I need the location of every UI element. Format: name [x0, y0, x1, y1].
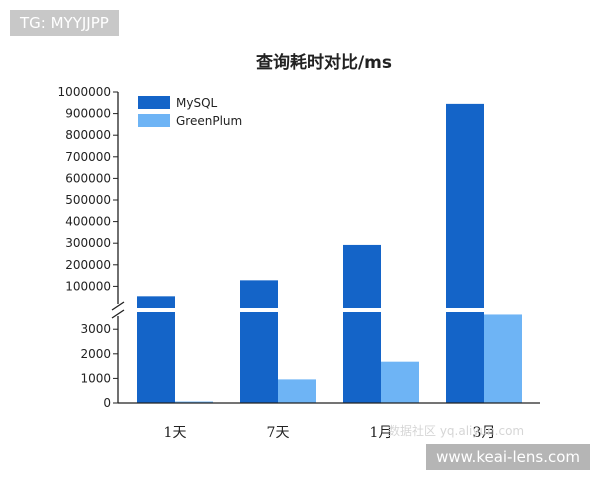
axis-break-gap: [126, 308, 548, 312]
legend-label-mysql: MySQL: [176, 96, 218, 110]
bar-mysql-2-lower: [343, 312, 381, 403]
bar-mysql-0-upper: [137, 296, 175, 308]
y-tick-label-upper-600000: 600000: [65, 171, 111, 185]
y-tick-label-upper-200000: 200000: [65, 258, 111, 272]
y-tick-label-lower-3000: 3000: [80, 322, 111, 336]
x-tick-label-1: 7天: [267, 425, 290, 441]
bar-mysql-1-lower: [240, 312, 278, 403]
x-tick-label-2: 1月: [370, 425, 393, 441]
y-tick-label-upper-900000: 900000: [65, 107, 111, 121]
y-tick-label-lower-0: 0: [103, 396, 111, 410]
bar-mysql-1-upper: [240, 280, 278, 308]
legend-swatch-greenplum: [138, 114, 170, 127]
y-tick-label-upper-400000: 400000: [65, 215, 111, 229]
bar-greenplum-2: [381, 361, 419, 403]
bar-greenplum-0: [175, 401, 213, 403]
y-tick-label-upper-700000: 700000: [65, 150, 111, 164]
legend-swatch-mysql: [138, 96, 170, 109]
watermark-tag: TG: MYYJJPP: [10, 10, 119, 36]
y-tick-label-upper-800000: 800000: [65, 128, 111, 142]
bar-greenplum-1: [278, 379, 316, 403]
bar-greenplum-3: [484, 314, 522, 403]
bar-mysql-3-upper: [446, 103, 484, 308]
faint-watermark: 数据社区 yq.aliyun.com: [388, 424, 525, 438]
y-tick-label-upper-100000: 100000: [65, 279, 111, 293]
bar-mysql-0-lower: [137, 312, 175, 403]
x-tick-label-3: 3月: [473, 425, 496, 441]
chart-title: 查询耗时对比/ms: [255, 52, 392, 73]
axis-break-mark-top: [111, 301, 125, 311]
y-tick-label-lower-2000: 2000: [80, 347, 111, 361]
y-tick-label-upper-500000: 500000: [65, 193, 111, 207]
x-tick-label-0: 1天: [164, 425, 187, 441]
y-tick-label-upper-300000: 300000: [65, 236, 111, 250]
y-tick-label-lower-1000: 1000: [80, 371, 111, 385]
axis-break-mark-bottom: [111, 309, 125, 319]
legend-label-greenplum: GreenPlum: [176, 114, 242, 128]
bar-mysql-3-lower: [446, 312, 484, 403]
bar-mysql-2-upper: [343, 244, 381, 308]
site-watermark: www.keai-lens.com: [426, 444, 590, 470]
y-tick-label-upper-1000000: 1000000: [58, 85, 111, 99]
